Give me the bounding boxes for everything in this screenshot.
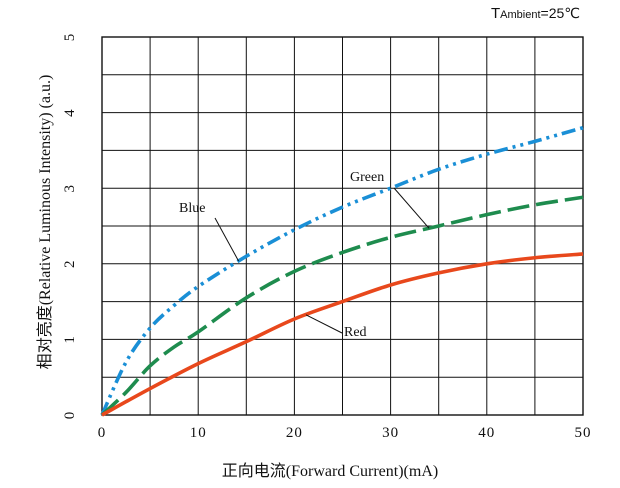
callout-layer: Blue Green Red (179, 170, 430, 340)
series-label-red: Red (344, 325, 367, 340)
y-tick-label: 5 (62, 33, 78, 42)
x-tick-label: 10 (190, 425, 207, 441)
x-tick-labels: 0 10 20 30 40 50 (98, 425, 592, 441)
series-layer (100, 125, 584, 417)
x-tick-label: 40 (478, 425, 495, 441)
x-tick-label: 0 (98, 425, 107, 441)
grid (101, 36, 584, 416)
series-label-green: Green (350, 170, 384, 185)
y-tick-label: 4 (62, 108, 78, 117)
ambient-condition: TAmbient=25℃ (491, 5, 580, 22)
x-tick-label: 30 (382, 425, 399, 441)
y-tick-label: 3 (62, 184, 78, 193)
y-axis-title: 相对亮度(Relative Luminous Intensity) (a.u.) (36, 75, 54, 370)
y-tick-labels: 0 1 2 3 4 5 (62, 33, 78, 420)
plot-border (101, 36, 584, 416)
series-line-green (100, 195, 584, 417)
callout-leader-green (393, 187, 430, 229)
series-line-blue (100, 125, 584, 416)
y-tick-label: 2 (62, 260, 78, 269)
y-tick-label: 0 (62, 411, 78, 420)
x-tick-label: 50 (575, 425, 592, 441)
callout-leader-blue (214, 217, 240, 262)
x-tick-label: 20 (286, 425, 303, 441)
plot-frame (101, 36, 584, 416)
callout-leader-red (305, 314, 343, 334)
series-label-blue: Blue (179, 201, 205, 216)
y-tick-label: 1 (62, 335, 78, 344)
series-line-red (101, 252, 584, 417)
x-axis-title: 正向电流(Forward Current)(mA) (222, 462, 438, 480)
